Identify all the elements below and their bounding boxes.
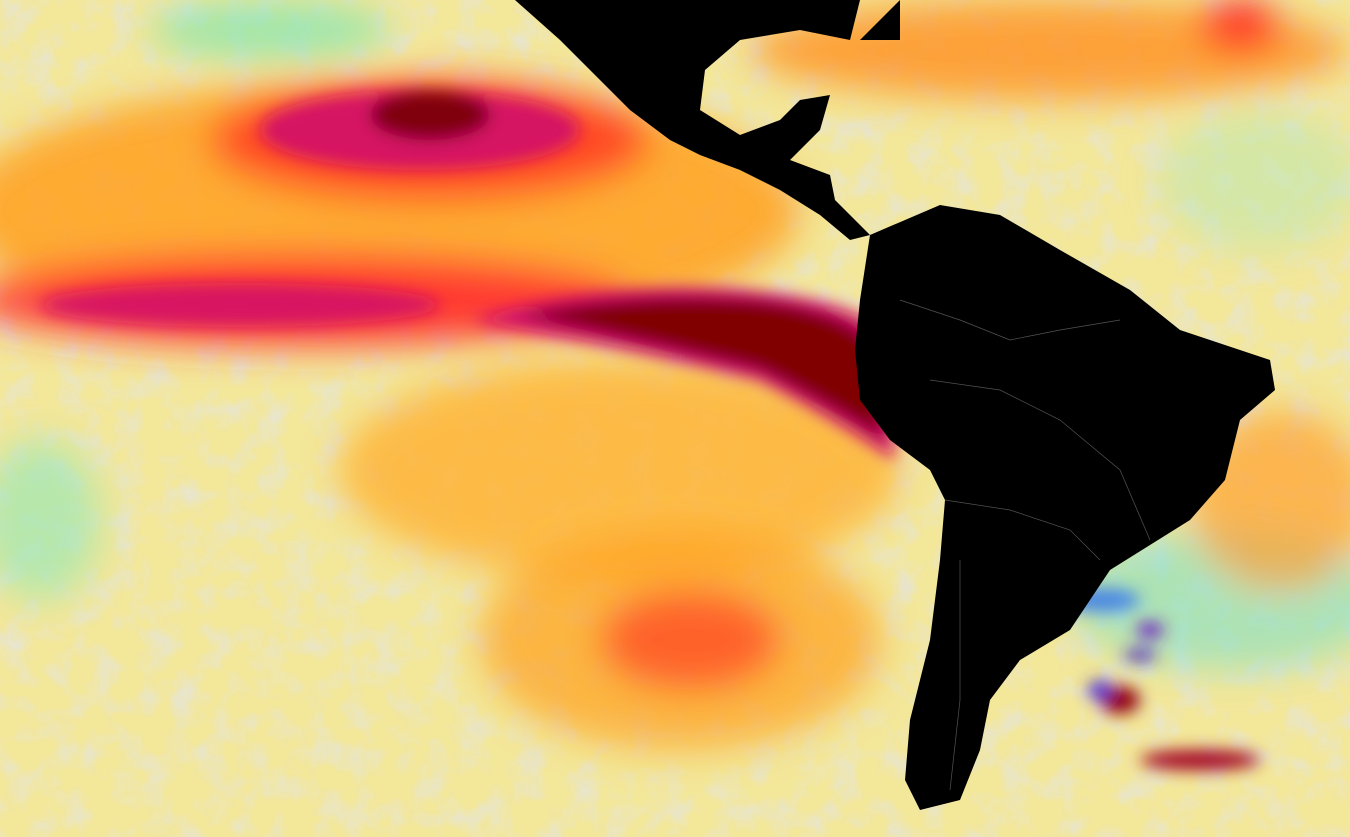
cool-patch (0, 440, 100, 600)
border (899, 299, 1121, 341)
maroon-zone (370, 90, 490, 140)
country-borders (899, 299, 1151, 791)
florida (860, 0, 900, 40)
magenta-zone (40, 283, 440, 327)
border (949, 560, 961, 791)
hot-band (600, 590, 780, 690)
maroon-zone (520, 297, 885, 440)
purple-zone (1136, 622, 1164, 638)
maroon-zone (1140, 750, 1260, 770)
border (944, 499, 1101, 561)
border (929, 379, 1151, 541)
cool-patch (150, 0, 390, 60)
extreme-anomaly-fields (40, 90, 1260, 770)
hot-band (1200, 0, 1280, 50)
warm-band (340, 360, 900, 580)
purple-zone (1088, 680, 1112, 700)
cool-patch (1160, 110, 1350, 250)
north-central-america (515, 0, 870, 240)
purple-zone (1124, 649, 1156, 661)
